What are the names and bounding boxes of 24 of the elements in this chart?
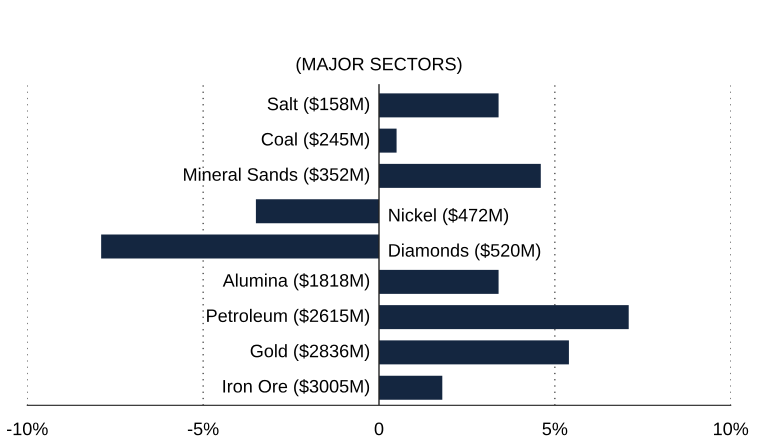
bar [379,305,629,330]
y-tick-label: Gold ($2836M) [250,344,370,361]
y-tick-label: Mineral Sands ($352M) [184,167,370,184]
y-tick-label: Nickel ($472M) [389,208,508,226]
bar [379,93,499,118]
y-tick-label: Iron Ore ($3005M) [223,379,370,396]
x-tick-label: 10% [714,422,748,436]
bar [379,164,541,188]
y-tick-label: Coal ($245M) [262,132,370,150]
y-tick-label: Alumina ($1818M) [222,273,370,290]
x-tick-label: -10% [7,422,48,436]
y-tick-label: Salt ($158M) [268,96,370,114]
bar [379,340,569,364]
bar [101,234,379,259]
bar [379,270,499,294]
x-tick-label: 0 [374,422,384,436]
bar [379,128,397,153]
chart-title: (MAJOR SECTORS) [296,57,462,74]
y-tick-label: Diamonds ($520M) [389,243,540,260]
bar [256,199,379,224]
bar [379,376,442,400]
x-tick-label: -5% [188,422,219,436]
y-tick-label: Petroleum ($2615M) [207,308,370,326]
x-tick-label: 5% [542,422,568,436]
